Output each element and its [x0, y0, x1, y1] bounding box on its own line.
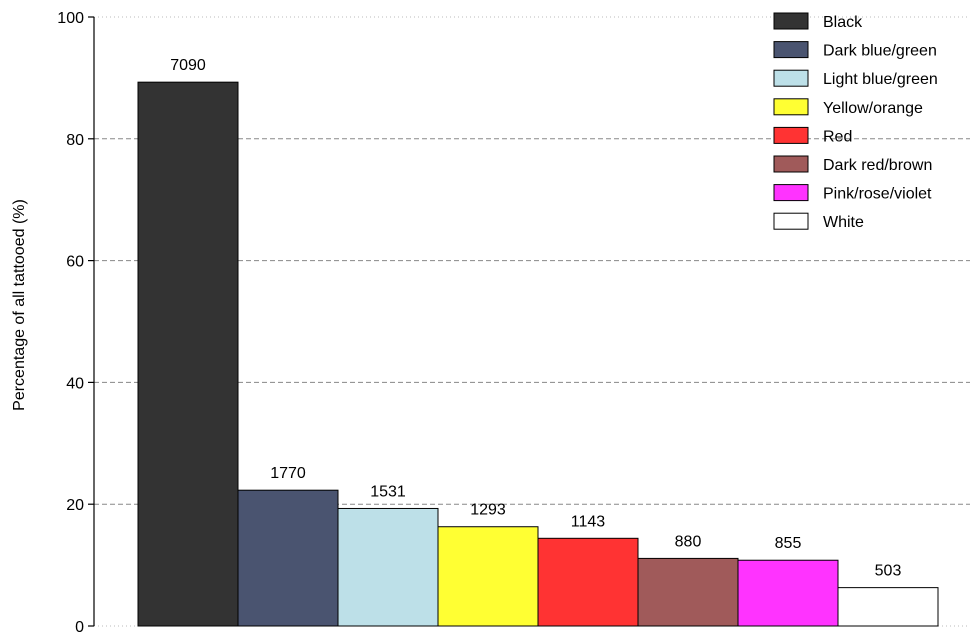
- bar-pink-rose-violet: [737, 559, 839, 627]
- legend-swatch: [773, 98, 809, 116]
- legend-label: Dark red/brown: [823, 157, 932, 174]
- bar-data-label: 1293: [470, 502, 506, 519]
- legend-swatch: [773, 184, 809, 202]
- y-axis-title: Percentage of all tattooed (%): [11, 199, 28, 411]
- bar-data-label: 503: [875, 563, 902, 580]
- bar-black: [137, 81, 239, 627]
- legend-label: Light blue/green: [823, 71, 938, 88]
- y-tick-label: 60: [66, 254, 84, 271]
- y-tick-label: 80: [66, 132, 84, 149]
- bar-light-blue-green: [337, 507, 439, 627]
- bar-red: [537, 537, 639, 627]
- legend-label: Pink/rose/violet: [823, 186, 932, 203]
- legend-swatch: [773, 69, 809, 87]
- legend-swatch: [773, 126, 809, 144]
- data-labels: 7090 1770 1531 1293 1143 880 855 503: [170, 57, 901, 579]
- bars: [137, 81, 939, 627]
- legend-label: Black: [823, 14, 863, 31]
- bar-yellow-orange: [437, 526, 539, 627]
- y-tick-label: 20: [66, 497, 84, 514]
- legend-swatch: [773, 212, 809, 230]
- legend-swatch: [773, 155, 809, 173]
- bar-data-label: 855: [775, 535, 802, 552]
- bar-data-label: 1531: [370, 483, 406, 500]
- bar-data-label: 1143: [571, 513, 606, 530]
- y-axis: 0 20 40 60 80 100: [57, 10, 95, 635]
- bar-data-label: 7090: [170, 57, 206, 74]
- y-tick-label: 0: [75, 619, 84, 635]
- legend: Black Dark blue/green Light blue/green Yell…: [773, 12, 938, 231]
- bar-dark-blue-green: [237, 489, 339, 627]
- legend-swatch: [773, 41, 809, 59]
- legend-label: White: [823, 214, 864, 231]
- bar-data-label: 1770: [270, 465, 306, 482]
- legend-swatch: [773, 12, 809, 30]
- legend-label: Yellow/orange: [823, 100, 923, 117]
- bar-white: [837, 587, 939, 627]
- y-tick-label: 40: [66, 375, 84, 392]
- legend-label: Dark blue/green: [823, 43, 937, 60]
- bar-dark-red-brown: [637, 557, 739, 627]
- bar-data-label: 880: [675, 533, 702, 550]
- legend-label: Red: [823, 128, 852, 145]
- y-tick-label: 100: [57, 10, 84, 27]
